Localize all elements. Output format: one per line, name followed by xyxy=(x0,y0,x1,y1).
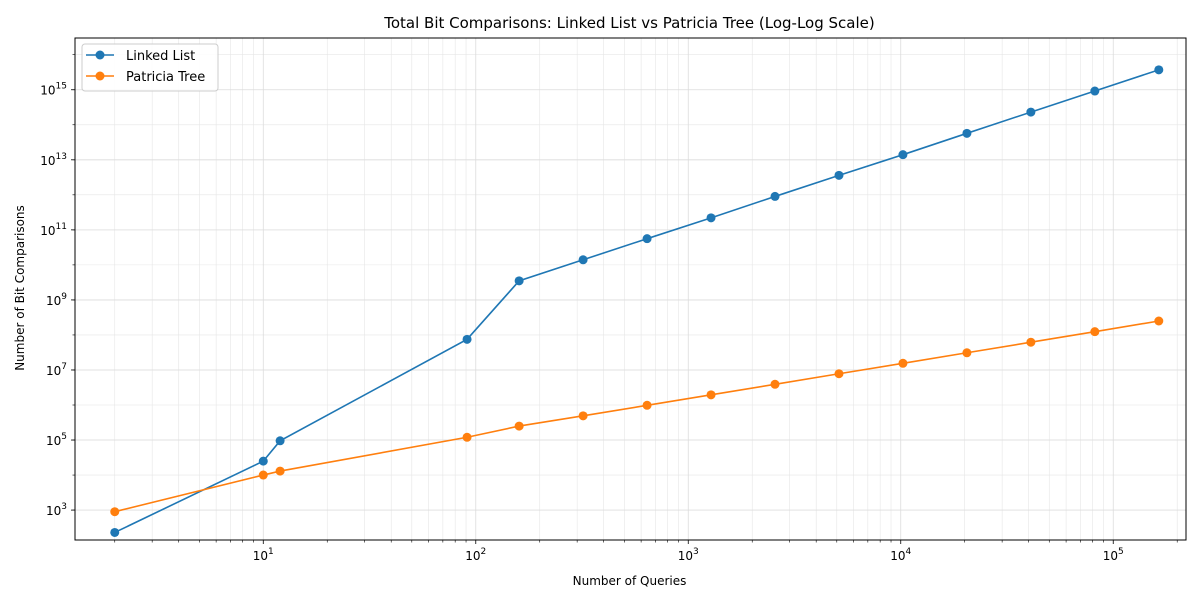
series-patricia-tree xyxy=(110,316,1164,517)
chart-title: Total Bit Comparisons: Linked List vs Pa… xyxy=(383,14,875,32)
y-tick-label: 109 xyxy=(46,292,67,308)
data-point-linked-list xyxy=(258,456,268,466)
data-point-linked-list xyxy=(706,213,716,223)
data-point-linked-list xyxy=(962,128,972,138)
data-point-patricia-tree xyxy=(962,348,972,358)
data-point-patricia-tree xyxy=(834,369,844,379)
x-tick-label: 105 xyxy=(1103,547,1124,563)
y-tick-label: 105 xyxy=(46,432,67,448)
y-tick-label: 1015 xyxy=(40,82,67,98)
data-point-linked-list xyxy=(834,170,844,180)
legend-marker-linked-list xyxy=(95,50,105,60)
y-axis-ticks: 103 105 107 109 1011 1013 1015 xyxy=(40,54,75,518)
data-point-patricia-tree xyxy=(514,421,524,431)
y-tick-label: 1011 xyxy=(40,222,67,238)
x-axis-label: Number of Queries xyxy=(573,574,687,588)
data-point-linked-list xyxy=(770,191,780,201)
y-tick-label: 103 xyxy=(46,502,67,518)
legend-marker-patricia-tree xyxy=(95,71,105,81)
series-linked-list xyxy=(110,65,1164,537)
x-tick-label: 104 xyxy=(890,547,911,563)
data-point-linked-list xyxy=(1090,86,1100,96)
legend-box xyxy=(81,43,219,92)
data-point-patricia-tree xyxy=(1090,327,1100,337)
legend-label-patricia-tree: Patricia Tree xyxy=(126,70,205,85)
legend: Linked List Patricia Tree xyxy=(81,43,219,92)
data-point-patricia-tree xyxy=(275,466,285,476)
data-point-patricia-tree xyxy=(578,411,588,421)
data-point-linked-list xyxy=(110,527,120,537)
plot-area xyxy=(74,37,1187,541)
y-tick-label: 1013 xyxy=(40,152,67,168)
data-point-patricia-tree xyxy=(1154,316,1164,326)
data-point-patricia-tree xyxy=(462,432,472,442)
legend-label-linked-list: Linked List xyxy=(126,49,195,64)
data-point-linked-list xyxy=(642,234,652,244)
major-grid xyxy=(75,38,1186,540)
data-point-patricia-tree xyxy=(1026,337,1036,347)
data-point-linked-list xyxy=(462,334,472,344)
data-point-patricia-tree xyxy=(258,470,268,480)
data-point-patricia-tree xyxy=(770,379,780,389)
x-tick-label: 101 xyxy=(253,547,274,563)
series-layer xyxy=(110,65,1164,537)
data-point-linked-list xyxy=(275,436,285,446)
y-tick-label: 107 xyxy=(46,362,67,378)
x-tick-label: 102 xyxy=(465,547,486,563)
data-point-linked-list xyxy=(1026,107,1036,117)
data-point-patricia-tree xyxy=(110,507,120,517)
data-point-linked-list xyxy=(898,150,908,160)
data-point-patricia-tree xyxy=(706,390,716,400)
data-point-patricia-tree xyxy=(898,358,908,368)
data-point-linked-list xyxy=(578,255,588,265)
x-axis-ticks: 101 102 103 104 105 xyxy=(114,540,1178,563)
data-point-linked-list xyxy=(1154,65,1164,75)
x-tick-label: 103 xyxy=(678,547,699,563)
data-point-linked-list xyxy=(514,276,524,286)
data-point-patricia-tree xyxy=(642,400,652,410)
y-axis-label: Number of Bit Comparisons xyxy=(13,205,27,371)
